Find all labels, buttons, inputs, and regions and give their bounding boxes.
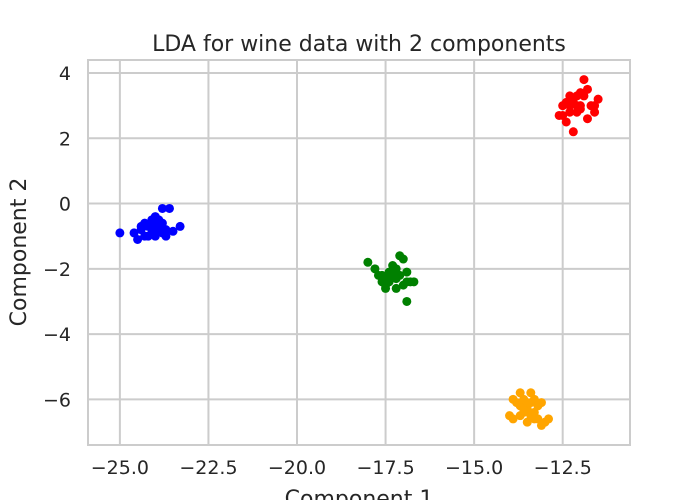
x-tick-label: −17.5 [356,457,414,479]
x-tick-label: −25.0 [91,457,149,479]
y-tick-label: −4 [43,324,71,346]
y-tick-label: 0 [59,194,71,216]
data-point [402,296,412,306]
data-point [115,228,125,238]
data-point [409,277,419,287]
data-point [381,283,391,293]
y-tick-label: −6 [43,389,71,411]
y-tick-labels: 4 2 0 −2 −4 −6 [43,63,71,411]
chart-title: LDA for wine data with 2 components [152,32,566,57]
data-point [168,226,178,236]
scatter-points [115,75,603,430]
x-tick-label: −12.5 [534,457,592,479]
data-point [544,414,554,424]
grid-lines [88,60,630,445]
data-point [391,283,401,293]
data-point [136,221,146,231]
y-tick-label: −2 [43,259,71,281]
plot-frame [87,59,631,446]
x-tick-label: −22.5 [179,457,237,479]
x-tick-label: −15.0 [445,457,503,479]
data-point [363,257,373,267]
data-point [582,114,592,124]
data-point [590,101,600,111]
data-point [582,84,592,94]
x-tick-labels: −25.0 −22.5 −20.0 −17.5 −15.0 −12.5 [91,457,592,479]
x-axis-label: Component 1 [285,487,434,500]
data-point [140,231,150,241]
data-point [508,414,518,424]
data-point [150,225,160,235]
data-point [515,411,525,421]
x-tick-label: −20.0 [268,457,326,479]
data-point [568,127,578,137]
data-point [579,75,589,85]
data-point [133,234,143,244]
y-tick-label: 2 [59,128,71,150]
data-point [164,203,174,213]
data-point [536,398,546,408]
data-point [522,398,532,408]
data-point [150,231,160,241]
data-point [402,267,412,277]
data-point [175,221,185,231]
data-point [565,107,575,117]
data-point [590,107,600,117]
y-axis-label: Component 2 [7,178,32,327]
data-point [572,91,582,101]
data-point [529,414,539,424]
data-point [575,104,585,114]
data-point [161,225,171,235]
data-point [395,270,405,280]
data-point [565,101,575,111]
y-tick-label: 4 [59,63,71,85]
data-point [161,231,171,241]
data-point [157,203,167,213]
data-point [398,254,408,264]
data-point [558,110,568,120]
data-point [384,274,394,284]
